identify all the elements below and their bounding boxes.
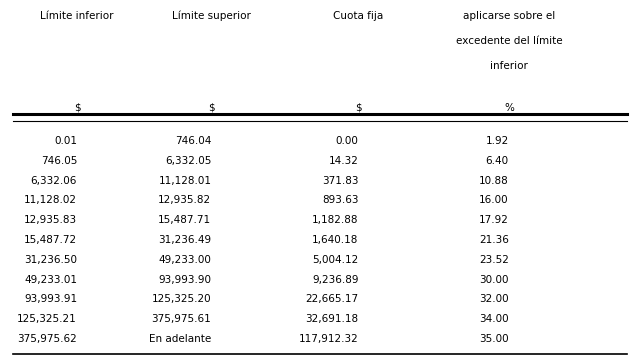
Text: 125,325.21: 125,325.21 <box>17 314 77 324</box>
Text: 9,236.89: 9,236.89 <box>312 275 358 285</box>
Text: excedente del límite: excedente del límite <box>456 36 562 46</box>
Text: 0.01: 0.01 <box>54 136 77 146</box>
Text: 371.83: 371.83 <box>322 176 358 186</box>
Text: 31,236.50: 31,236.50 <box>24 255 77 265</box>
Text: 14.32: 14.32 <box>328 156 358 166</box>
Text: 12,935.82: 12,935.82 <box>158 195 211 206</box>
Text: 32,691.18: 32,691.18 <box>305 314 358 324</box>
Text: 32.00: 32.00 <box>479 294 509 305</box>
Text: 15,487.71: 15,487.71 <box>158 215 211 225</box>
Text: 49,233.01: 49,233.01 <box>24 275 77 285</box>
Text: $: $ <box>74 103 80 113</box>
Text: 22,665.17: 22,665.17 <box>305 294 358 305</box>
Text: En adelante: En adelante <box>149 334 211 344</box>
Text: 34.00: 34.00 <box>479 314 509 324</box>
Text: inferior: inferior <box>490 61 528 71</box>
Text: 375,975.62: 375,975.62 <box>17 334 77 344</box>
Text: 17.92: 17.92 <box>479 215 509 225</box>
Text: 21.36: 21.36 <box>479 235 509 245</box>
Text: 893.63: 893.63 <box>322 195 358 206</box>
Text: aplicarse sobre el: aplicarse sobre el <box>463 11 555 21</box>
Text: 375,975.61: 375,975.61 <box>152 314 211 324</box>
Text: 31,236.49: 31,236.49 <box>158 235 211 245</box>
Text: 12,935.83: 12,935.83 <box>24 215 77 225</box>
Text: 15,487.72: 15,487.72 <box>24 235 77 245</box>
Text: 93,993.91: 93,993.91 <box>24 294 77 305</box>
Text: Límite inferior: Límite inferior <box>40 11 114 21</box>
Text: 30.00: 30.00 <box>479 275 509 285</box>
Text: 10.88: 10.88 <box>479 176 509 186</box>
Text: 6.40: 6.40 <box>486 156 509 166</box>
Text: 5,004.12: 5,004.12 <box>312 255 358 265</box>
Text: 6,332.05: 6,332.05 <box>165 156 211 166</box>
Text: 1,640.18: 1,640.18 <box>312 235 358 245</box>
Text: %: % <box>504 103 514 113</box>
Text: 49,233.00: 49,233.00 <box>159 255 211 265</box>
Text: 93,993.90: 93,993.90 <box>158 275 211 285</box>
Text: Cuota fija: Cuota fija <box>333 11 383 21</box>
Text: 0.00: 0.00 <box>335 136 358 146</box>
Text: Límite superior: Límite superior <box>172 11 251 21</box>
Text: 16.00: 16.00 <box>479 195 509 206</box>
Text: $: $ <box>355 103 362 113</box>
Text: 1,182.88: 1,182.88 <box>312 215 358 225</box>
Text: 746.04: 746.04 <box>175 136 211 146</box>
Text: 125,325.20: 125,325.20 <box>152 294 211 305</box>
Text: 1.92: 1.92 <box>486 136 509 146</box>
Text: 11,128.01: 11,128.01 <box>158 176 211 186</box>
Text: 6,332.06: 6,332.06 <box>31 176 77 186</box>
Text: 11,128.02: 11,128.02 <box>24 195 77 206</box>
Text: 35.00: 35.00 <box>479 334 509 344</box>
Text: 23.52: 23.52 <box>479 255 509 265</box>
Text: $: $ <box>208 103 214 113</box>
Text: 117,912.32: 117,912.32 <box>299 334 358 344</box>
Text: 746.05: 746.05 <box>40 156 77 166</box>
